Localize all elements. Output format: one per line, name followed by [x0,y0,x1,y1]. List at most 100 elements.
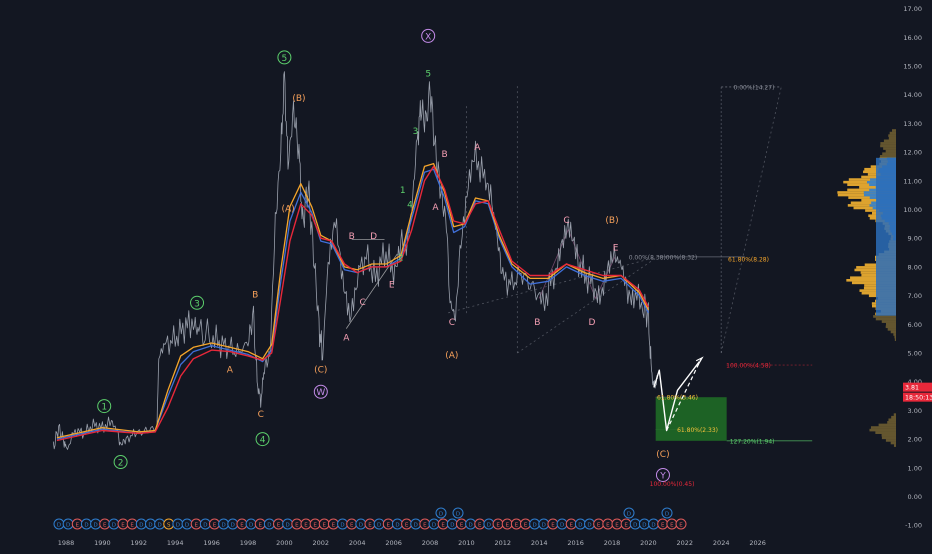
fib-label: 100.00%(4.58) [726,363,771,370]
wave-label: B [252,291,258,301]
wave-label: X [421,28,436,43]
event-marker: D [373,518,385,530]
event-marker-text: D [66,522,70,528]
x-tick-label: 2022 [677,539,694,547]
event-marker: D [623,507,635,519]
wave-label: (C) [656,450,669,460]
event-marker-text: E [350,522,354,528]
wave-label-text: 2 [118,459,124,469]
y-tick-label: 13.00 [903,120,922,128]
event-marker-text: D [249,522,253,528]
fib-label: 61.80%(8.28) [728,256,769,263]
price-badge-text: 18:50:13 [905,395,932,402]
event-marker: D [584,518,596,530]
event-marker-text: D [203,522,207,528]
wave-label: E [613,243,619,253]
volume-profile-bar [891,415,896,419]
y-tick-label: 1.00 [908,464,922,472]
event-marker-text: D [450,522,454,528]
series-layer [52,71,704,450]
y-tick-label: -1.00 [905,522,922,530]
wave-label-text: 2 [398,253,404,263]
y-tick-label: 17.00 [903,5,922,13]
event-marker: D [227,518,239,530]
event-marker: D [483,518,495,530]
volume-profile-bar [890,441,896,445]
event-marker: D [80,518,92,530]
event-marker-text: E [597,522,601,528]
event-marker: D [391,518,403,530]
event-marker: E [117,518,129,530]
wave-label-text: 4 [260,436,266,446]
volume-profile-bar [850,276,896,280]
event-marker: E [501,518,513,530]
volume-profile-bar [882,152,896,156]
y-tick-label: 3.00 [908,407,922,415]
event-marker-text: D [57,522,61,528]
price-badge: 18:50:13 [903,392,932,402]
fib-label: 100.00%(0.45) [650,481,695,488]
y-tick-label: 5.00 [908,350,922,358]
wave-label-text: A [227,365,234,375]
volume-profile-bar [885,439,896,442]
wave-label: 1 [97,399,112,414]
event-marker: E [510,518,522,530]
event-marker: E [437,518,449,530]
event-marker-circle [675,518,687,530]
volume-profile-bar [887,328,896,331]
y-tick-label: 2.00 [908,436,922,444]
wave-label-circle [255,432,270,447]
event-marker-text: E [515,522,519,528]
event-marker-text: D [185,522,189,528]
x-tick-label: 2010 [458,539,475,547]
event-marker: D [538,518,550,530]
event-marker-text: D [377,522,381,528]
event-marker-text: D [84,522,88,528]
event-marker-text: D [148,522,152,528]
event-marker-text: D [468,522,472,528]
wave-label-text: 4 [407,200,413,210]
event-marker-circle [661,507,673,519]
wave-label: 3 [413,127,419,137]
volume-profile-bar [880,144,896,148]
event-marker: E [291,518,303,530]
event-marker: E [273,518,285,530]
event-marker-text: E [332,522,336,528]
volume-profile-bar [875,431,896,434]
wave-label: C [449,318,455,328]
wave-label-circle [97,399,112,414]
wave-label: 4 [255,432,270,447]
wave-label-text: (C) [656,450,669,460]
event-marker-text: E [405,522,409,528]
event-marker: D [154,518,166,530]
wave-label-circle [113,455,128,470]
volume-profile [837,129,896,447]
wave-label: A [432,203,439,213]
volume-profile-bar [854,268,896,272]
volume-profile-bar [881,436,896,440]
event-marker-text: D [665,511,669,517]
wave-label-text: A [432,203,439,213]
event-marker-text: E [460,522,464,528]
event-marker: E [382,518,394,530]
event-marker: D [53,518,65,530]
volume-profile-bar [885,325,896,329]
fib-label: 0.00%(8.38)00%(8.32) [629,254,697,261]
volume-profile-bar [879,155,896,158]
event-marker-text: E [258,522,262,528]
event-marker: E [474,518,486,530]
volume-profile-bar [893,444,896,447]
event-marker-text: D [267,522,271,528]
event-marker: D [282,518,294,530]
wave-label: B [349,232,355,242]
event-marker-text: E [661,522,665,528]
price-badge-bg [903,392,932,402]
event-marker-text: E [121,522,125,528]
event-marker: E [419,518,431,530]
event-marker: D [435,507,447,519]
price-badges: 3.81 18:50:13 [903,382,932,402]
wave-label: 4 [407,200,413,210]
event-marker-text: D [456,511,460,517]
